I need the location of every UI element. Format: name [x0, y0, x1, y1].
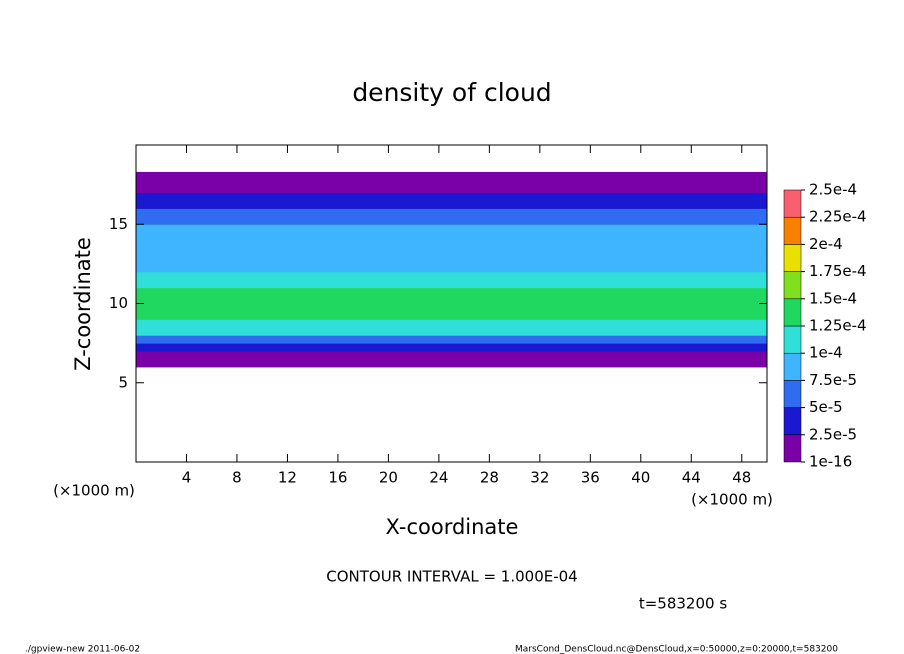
x-tick-label: 4	[182, 469, 192, 487]
x-tick-label: 36	[581, 469, 600, 487]
density-band	[136, 171, 767, 186]
y-tick-label: 10	[109, 294, 128, 312]
x-axis-label: X-coordinate	[386, 515, 519, 539]
density-band	[136, 335, 767, 344]
density-band	[136, 319, 767, 336]
x-tick-label: 44	[682, 469, 701, 487]
colorbar-label: 1.25e-4	[809, 317, 867, 335]
colorbar-box	[783, 325, 802, 354]
x-tick-label: 20	[379, 469, 398, 487]
x-tick-label: 48	[732, 469, 751, 487]
density-band	[136, 184, 767, 194]
density-band	[136, 358, 767, 368]
colorbar-box	[783, 407, 802, 436]
x-tick-label: 12	[278, 469, 297, 487]
density-band	[136, 351, 767, 360]
colorbar-label: 1e-4	[809, 344, 843, 362]
colorbar-box	[783, 298, 802, 327]
density-band	[136, 192, 767, 201]
contour-note: CONTOUR INTERVAL = 1.000E-04	[326, 568, 577, 586]
y-tick-label: 5	[118, 373, 128, 391]
colorbar-label: 7.5e-5	[809, 371, 857, 389]
colorbar-box	[783, 434, 802, 463]
y-axis-label: Z-coordinate	[71, 237, 95, 371]
x-tick-label: 32	[530, 469, 549, 487]
x-tick-label: 28	[480, 469, 499, 487]
colorbar-label: 2.5e-4	[809, 181, 857, 199]
colorbar-label: 2e-4	[809, 235, 843, 253]
colorbar-label: 2.5e-5	[809, 425, 857, 443]
colorbar-box	[783, 216, 802, 245]
colorbar-box	[783, 189, 802, 218]
colorbar-box	[783, 352, 802, 381]
x-tick-label: 40	[631, 469, 650, 487]
colorbar-label: 1.75e-4	[809, 262, 867, 280]
colorbar-label: 1e-16	[809, 453, 852, 471]
colorbar-box	[783, 380, 802, 408]
time-note: t=583200 s	[639, 595, 727, 613]
density-band	[136, 200, 767, 209]
density-band	[136, 224, 767, 241]
footer: MarsCond_DensCloud.nc@DensCloud,x=0:5000…	[515, 645, 838, 654]
colorbar-label: 5e-5	[809, 398, 843, 416]
x-unit: (×1000 m)	[53, 482, 135, 500]
density-band	[136, 208, 767, 225]
footer: ./gpview-new 2011-06-02	[25, 645, 140, 654]
y-tick-label: 15	[109, 215, 128, 233]
density-band	[136, 343, 767, 352]
x-tick-label: 24	[429, 469, 448, 487]
chart-title: density of cloud	[352, 78, 551, 107]
density-band	[136, 255, 767, 273]
density-band	[136, 287, 767, 304]
density-band	[136, 240, 767, 257]
colorbar-label: 1.5e-4	[809, 289, 857, 307]
density-band	[136, 303, 767, 320]
colorbar-box	[783, 271, 802, 300]
colorbar-box	[783, 244, 802, 272]
colorbar-label: 2.25e-4	[809, 208, 867, 226]
x-tick-label: 8	[232, 469, 242, 487]
density-band	[136, 271, 767, 289]
x-tick-label: 16	[328, 469, 347, 487]
x-unit: (×1000 m)	[691, 491, 773, 509]
